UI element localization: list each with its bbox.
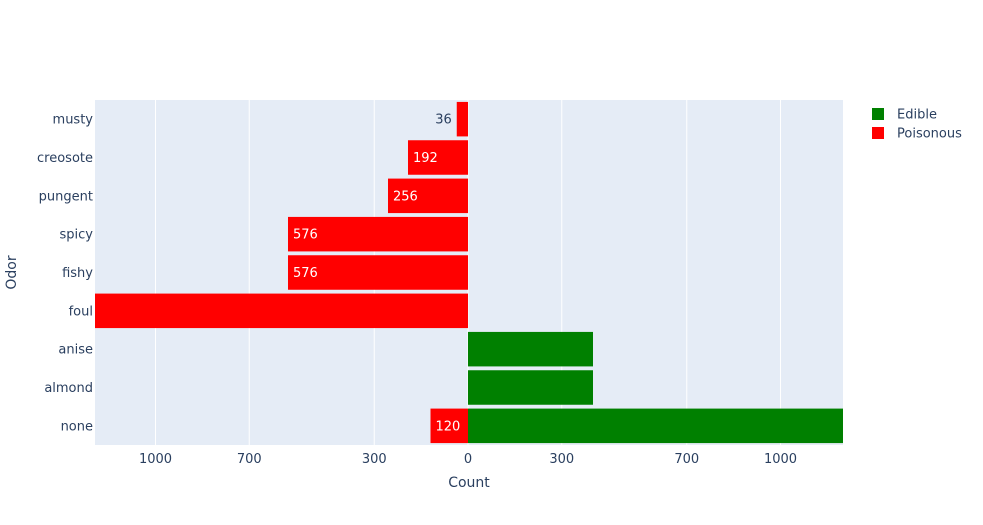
legend-item-edible[interactable]: Edible bbox=[872, 108, 937, 123]
y-axis-ticks: none almond anise foul fishy spicy pungent creo… bbox=[37, 113, 93, 435]
y-tick-label: pungent bbox=[39, 189, 93, 204]
legend-swatch bbox=[872, 108, 884, 120]
bar-value-label: 120 bbox=[436, 419, 461, 434]
legend-swatch bbox=[872, 127, 884, 139]
y-tick-label: none bbox=[61, 419, 93, 434]
legend-item-poisonous[interactable]: Poisonous bbox=[872, 127, 962, 142]
x-axis-title: Count bbox=[448, 475, 490, 491]
y-tick-label: anise bbox=[58, 343, 93, 358]
y-tick-label: musty bbox=[53, 113, 94, 128]
bar-value-label: 576 bbox=[293, 266, 318, 281]
x-tick-label: 0 bbox=[464, 452, 472, 467]
bar-poisonous-spicy bbox=[288, 216, 468, 252]
y-tick-label: fishy bbox=[62, 266, 93, 281]
legend-label: Edible bbox=[897, 108, 937, 123]
bar-poisonous-none bbox=[430, 408, 468, 444]
y-axis-title: Odor bbox=[4, 255, 20, 289]
y-tick-label: foul bbox=[69, 304, 93, 319]
x-tick-label: 1000 bbox=[764, 452, 797, 467]
bar-edible-almond bbox=[468, 370, 593, 405]
bar-labels: 120 576 576 256 192 36 bbox=[293, 113, 460, 435]
bar-poisonous-foul bbox=[95, 293, 468, 329]
x-axis-ticks: 1000 700 300 0 300 700 1000 bbox=[139, 452, 797, 467]
bar-poisonous-musty bbox=[456, 101, 468, 137]
x-tick-label: 1000 bbox=[139, 452, 172, 467]
bar-poisonous-fishy bbox=[288, 255, 468, 290]
x-tick-label: 300 bbox=[362, 452, 387, 467]
bar-poisonous-creosote bbox=[408, 140, 468, 175]
x-tick-label: 700 bbox=[237, 452, 262, 467]
bar-value-label: 576 bbox=[293, 228, 318, 243]
legend-label: Poisonous bbox=[897, 127, 962, 142]
bar-value-label: 256 bbox=[393, 189, 418, 204]
bar-edible-none bbox=[468, 408, 843, 444]
y-tick-label: spicy bbox=[60, 228, 94, 243]
bars bbox=[95, 101, 843, 444]
bar-value-label: 192 bbox=[413, 151, 438, 166]
x-tick-label: 300 bbox=[549, 452, 574, 467]
bar-edible-anise bbox=[468, 331, 593, 367]
bar-poisonous-pungent bbox=[388, 178, 468, 214]
legend: Edible Poisonous bbox=[872, 108, 962, 142]
bar-value-label: 36 bbox=[435, 113, 452, 128]
y-tick-label: creosote bbox=[37, 151, 93, 166]
x-tick-label: 700 bbox=[674, 452, 699, 467]
y-tick-label: almond bbox=[44, 381, 93, 396]
